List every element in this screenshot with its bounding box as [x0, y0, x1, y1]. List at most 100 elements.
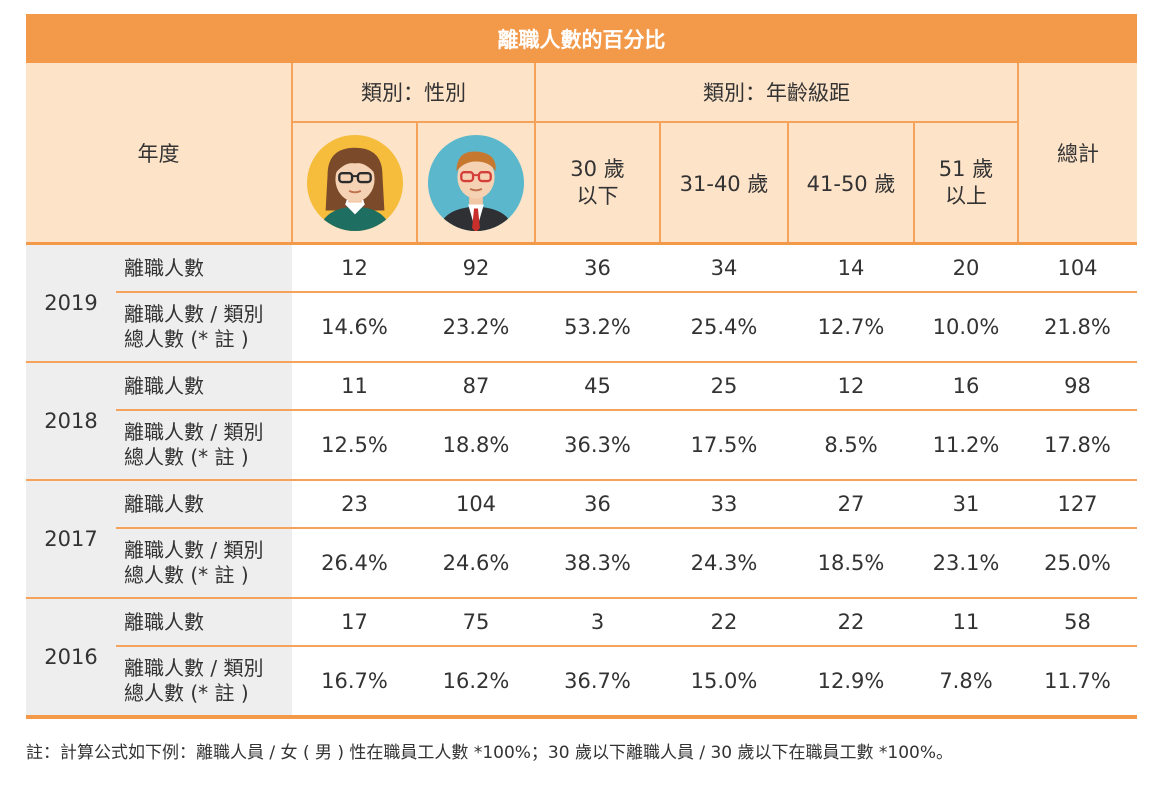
count-cell: 25	[660, 362, 788, 411]
header-age-lt30-line1: 30 歲	[570, 156, 625, 181]
table-row: 2018 離職人數 11 87 45 25 12 16 98	[26, 362, 1137, 481]
table-row: 2019 離職人數 12 92 36 34 14 20 104	[26, 242, 1137, 363]
count-cell: 92	[417, 242, 535, 293]
row-label-ratio-line1: 離職人數 / 類別	[124, 538, 264, 562]
ratio-cell: 36.3%	[535, 410, 660, 481]
header-age-51-line1: 51 歲	[938, 156, 994, 181]
count-cell: 75	[417, 598, 535, 647]
ratio-cell: 16.2%	[417, 646, 535, 719]
table-row: 2016 離職人數 17 75 3 22 22 11 58	[26, 598, 1137, 719]
count-cell: 12	[788, 362, 914, 411]
count-cell: 22	[788, 598, 914, 647]
row-label-ratio-line1: 離職人數 / 類別	[124, 656, 264, 680]
ratio-cell: 18.8%	[417, 410, 535, 481]
row-label-ratio-line2: 總人數 (* 註 )	[124, 563, 249, 587]
header-group-age: 類別：年齡級距	[534, 63, 1018, 123]
ratio-cell: 12.9%	[788, 646, 914, 719]
count-cell: 104	[1018, 242, 1137, 293]
row-label-count: 離職人數	[116, 480, 292, 529]
row-label-count: 離職人數	[116, 242, 292, 293]
table-row: 離職人數 / 類別 總人數 (* 註 ) 26.4% 24.6% 38.3% 24.3% 1…	[26, 528, 1137, 599]
table-row: 2017 離職人數 23 104 36 33 27 31 127	[26, 480, 1137, 599]
ratio-cell: 36.7%	[535, 646, 660, 719]
count-cell: 14	[788, 242, 914, 293]
count-cell: 87	[417, 362, 535, 411]
row-label-count: 離職人數	[116, 362, 292, 411]
ratio-cell: 16.7%	[292, 646, 417, 719]
ratio-cell: 10.0%	[914, 292, 1018, 363]
ratio-cell: 12.7%	[788, 292, 914, 363]
header-age-51: 51 歲 以上	[913, 122, 1018, 244]
count-cell: 11	[292, 362, 417, 411]
ratio-cell: 14.6%	[292, 292, 417, 363]
row-label-ratio: 離職人數 / 類別 總人數 (* 註 )	[116, 528, 292, 599]
count-cell: 36	[535, 242, 660, 293]
ratio-cell: 26.4%	[292, 528, 417, 599]
year-cell: 2016	[26, 598, 116, 719]
header-group-gender: 類別：性別	[291, 63, 535, 123]
ratio-cell: 17.5%	[660, 410, 788, 481]
ratio-cell: 12.5%	[292, 410, 417, 481]
count-cell: 16	[914, 362, 1018, 411]
ratio-cell: 38.3%	[535, 528, 660, 599]
row-label-ratio: 離職人數 / 類別 總人數 (* 註 )	[116, 646, 292, 719]
ratio-cell: 7.8%	[914, 646, 1018, 719]
header-age-41-50: 41-50 歲	[787, 122, 914, 244]
count-cell: 23	[292, 480, 417, 529]
year-cell: 2018	[26, 362, 116, 481]
year-cell: 2017	[26, 480, 116, 599]
table-title: 離職人數的百分比	[26, 14, 1137, 63]
female-avatar-icon	[306, 134, 403, 231]
ratio-cell: 23.1%	[914, 528, 1018, 599]
ratio-cell: 18.5%	[788, 528, 914, 599]
row-label-ratio: 離職人數 / 類別 總人數 (* 註 )	[116, 292, 292, 363]
male-avatar-icon	[427, 134, 525, 231]
count-cell: 58	[1018, 598, 1137, 647]
turnover-table-panel: 離職人數的百分比 年度 類別：性別 類別：年齡級距 總計	[26, 14, 1137, 719]
table-row: 離職人數 / 類別 總人數 (* 註 ) 12.5% 18.8% 36.3% 17.5% 8…	[26, 410, 1137, 481]
row-label-ratio-line1: 離職人數 / 類別	[124, 302, 264, 326]
count-cell: 98	[1018, 362, 1137, 411]
table-body: 2019 離職人數 12 92 36 34 14 20 104 離職人數 / 類別 總人數 (* 註…	[26, 242, 1137, 719]
turnover-table: 年度 類別：性別 類別：年齡級距 總計	[26, 63, 1137, 719]
header-total: 總計	[1017, 63, 1137, 244]
row-label-count: 離職人數	[116, 598, 292, 647]
count-cell: 36	[535, 480, 660, 529]
count-cell: 104	[417, 480, 535, 529]
count-cell: 22	[660, 598, 788, 647]
ratio-cell: 25.4%	[660, 292, 788, 363]
row-label-ratio-line1: 離職人數 / 類別	[124, 420, 264, 444]
header-age-lt30: 30 歲 以下	[534, 122, 660, 244]
ratio-cell: 21.8%	[1018, 292, 1137, 363]
ratio-cell: 11.7%	[1018, 646, 1137, 719]
count-cell: 33	[660, 480, 788, 529]
count-cell: 27	[788, 480, 914, 529]
header-year: 年度	[26, 63, 292, 244]
header-age-51-line2: 以上	[945, 183, 987, 208]
ratio-cell: 24.3%	[660, 528, 788, 599]
header-age-31-40: 31-40 歲	[659, 122, 788, 244]
count-cell: 45	[535, 362, 660, 411]
ratio-cell: 8.5%	[788, 410, 914, 481]
row-label-ratio-line2: 總人數 (* 註 )	[124, 681, 249, 705]
count-cell: 17	[292, 598, 417, 647]
count-cell: 12	[292, 242, 417, 293]
ratio-cell: 17.8%	[1018, 410, 1137, 481]
table-row: 離職人數 / 類別 總人數 (* 註 ) 16.7% 16.2% 36.7% 15.0% 1…	[26, 646, 1137, 719]
ratio-cell: 53.2%	[535, 292, 660, 363]
count-cell: 20	[914, 242, 1018, 293]
ratio-cell: 11.2%	[914, 410, 1018, 481]
year-cell: 2019	[26, 242, 116, 363]
count-cell: 11	[914, 598, 1018, 647]
header-male	[416, 122, 535, 244]
count-cell: 3	[535, 598, 660, 647]
row-label-ratio-line2: 總人數 (* 註 )	[124, 445, 249, 469]
footnote: 註：計算公式如下例：離職人員 / 女 ( 男 ) 性在職員工人數 *100%；3…	[26, 743, 954, 763]
ratio-cell: 24.6%	[417, 528, 535, 599]
ratio-cell: 25.0%	[1018, 528, 1137, 599]
row-label-ratio-line2: 總人數 (* 註 )	[124, 327, 249, 351]
table-row: 離職人數 / 類別 總人數 (* 註 ) 14.6% 23.2% 53.2% 25.4% 1…	[26, 292, 1137, 363]
count-cell: 34	[660, 242, 788, 293]
header-female	[291, 122, 417, 244]
count-cell: 31	[914, 480, 1018, 529]
